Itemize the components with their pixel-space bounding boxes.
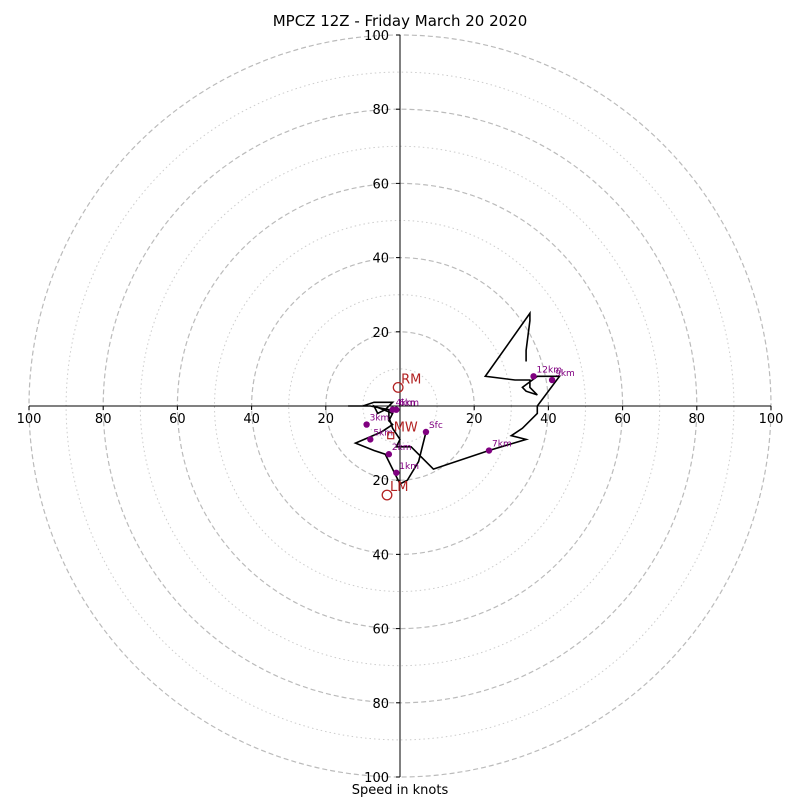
height-point (385, 451, 393, 458)
height-point (363, 421, 370, 428)
hodograph-trace (348, 310, 562, 485)
height-point-label: Sfc (429, 421, 443, 431)
height-point-label: 3km (370, 414, 390, 424)
x-tick-label: 80 (95, 412, 112, 427)
x-axis-label: Speed in knots (351, 783, 449, 798)
x-tick-label: 20 (466, 412, 483, 427)
height-point-label: 7km (492, 440, 512, 450)
y-tick-label: 20 (372, 326, 389, 341)
height-point-label: 12km (537, 365, 562, 375)
y-tick-label: 60 (372, 177, 389, 192)
height-point (393, 406, 400, 413)
y-tick-label: 40 (372, 548, 389, 563)
height-point-label: 9km (555, 369, 575, 379)
height-point (530, 373, 537, 380)
y-tick-label: 20 (372, 474, 389, 489)
storm-motion-marker (381, 489, 393, 501)
height-point-label: 4km (396, 399, 416, 409)
height-point (367, 436, 374, 443)
y-tick-label: 80 (372, 697, 389, 712)
storm-motion-marker (392, 382, 404, 393)
y-tick-label: 60 (372, 623, 389, 638)
storm-motion-label: MW (394, 421, 418, 436)
hodograph-trace-group (348, 310, 562, 485)
height-point-label: 1km (399, 462, 419, 472)
x-tick-label: 60 (169, 412, 186, 427)
x-tick-label: 60 (614, 412, 631, 427)
height-point (393, 469, 400, 476)
x-tick-label: 20 (318, 412, 335, 427)
height-point (548, 376, 556, 384)
x-tick-label: 80 (689, 412, 706, 427)
chart-title: MPCZ 12Z - Friday March 20 2020 (272, 12, 528, 30)
height-point (485, 447, 493, 454)
storm-motion-label: RM (401, 372, 421, 387)
y-tick-label: 100 (364, 29, 389, 44)
height-point-label: 5km (373, 428, 393, 438)
tick-labels: 20 20 20 20 40 40 40 40 60 60 60 60 80 80 80 80 100 100 10… (17, 29, 784, 786)
storm-motion-markers: RM LM MW (381, 372, 421, 501)
x-tick-label: 40 (243, 412, 260, 427)
y-tick-label: 100 (364, 771, 389, 786)
height-point-label: 6km (399, 399, 419, 409)
x-tick-label: 100 (759, 412, 784, 427)
height-point-label: 2km (392, 443, 412, 453)
axes (29, 35, 771, 777)
x-tick-label: 40 (540, 412, 557, 427)
x-tick-label: 100 (17, 412, 42, 427)
mean-wind-marker (387, 432, 395, 440)
y-tick-label: 40 (372, 252, 389, 267)
storm-motion-label: LM (390, 480, 408, 495)
y-tick-label: 80 (372, 103, 389, 118)
height-point (422, 428, 430, 436)
